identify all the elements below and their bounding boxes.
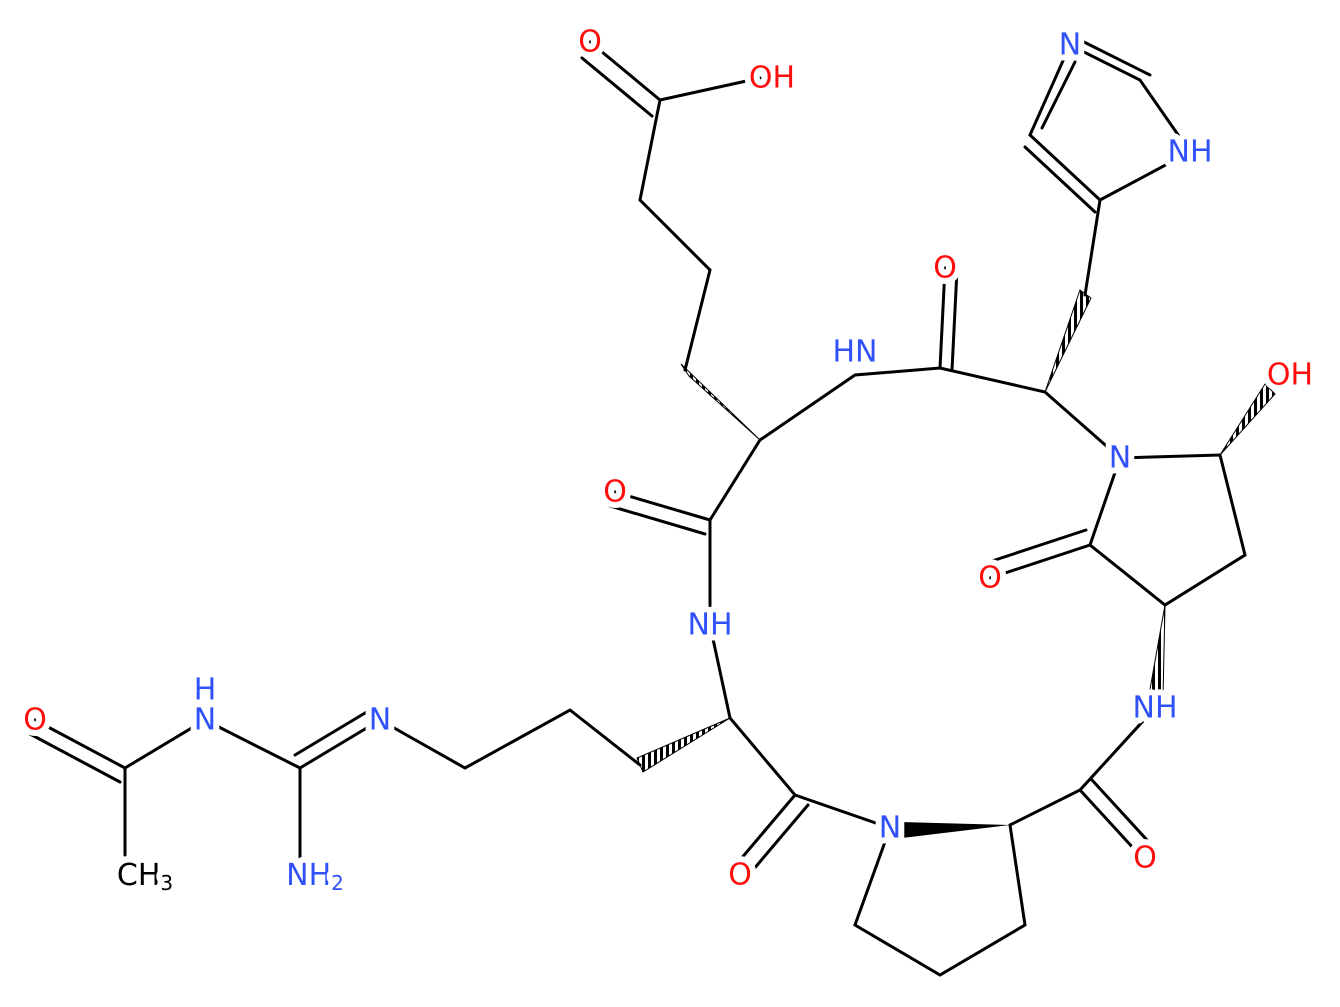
- atom-label: N: [1109, 441, 1131, 476]
- atom-label: O: [933, 251, 957, 286]
- bonds: [28, 38, 1276, 977]
- atom-label: OH: [749, 61, 795, 96]
- atom-label: O: [23, 703, 47, 738]
- atom-label: NH2: [286, 858, 344, 896]
- atom-label: N: [194, 703, 216, 738]
- atom-label: N: [879, 811, 901, 846]
- atom-label: O: [1133, 841, 1157, 876]
- atom-label: O: [603, 475, 627, 510]
- atom-label: HN: [833, 335, 878, 370]
- atom-label: OH: [1267, 358, 1313, 393]
- atom-label: O: [728, 858, 752, 893]
- atom-label: O: [978, 561, 1002, 596]
- atom-label-subscript: 2: [331, 871, 344, 895]
- atom-label: N: [369, 703, 391, 738]
- atom-label: NH: [688, 608, 733, 643]
- atom-label: N: [1059, 28, 1081, 63]
- atom-label-main: NH: [286, 858, 331, 893]
- atom-label: O: [578, 25, 602, 60]
- atom-label-main: CH: [117, 858, 161, 893]
- atom-label: NH: [1168, 135, 1213, 170]
- atom-label: NH: [1133, 691, 1178, 726]
- atom-labels: O OH N NH O HN OH N O O NH H N N O NH N …: [17, 19, 1319, 902]
- atom-label: CH3: [117, 858, 173, 896]
- atom-label-subscript: 3: [160, 871, 173, 895]
